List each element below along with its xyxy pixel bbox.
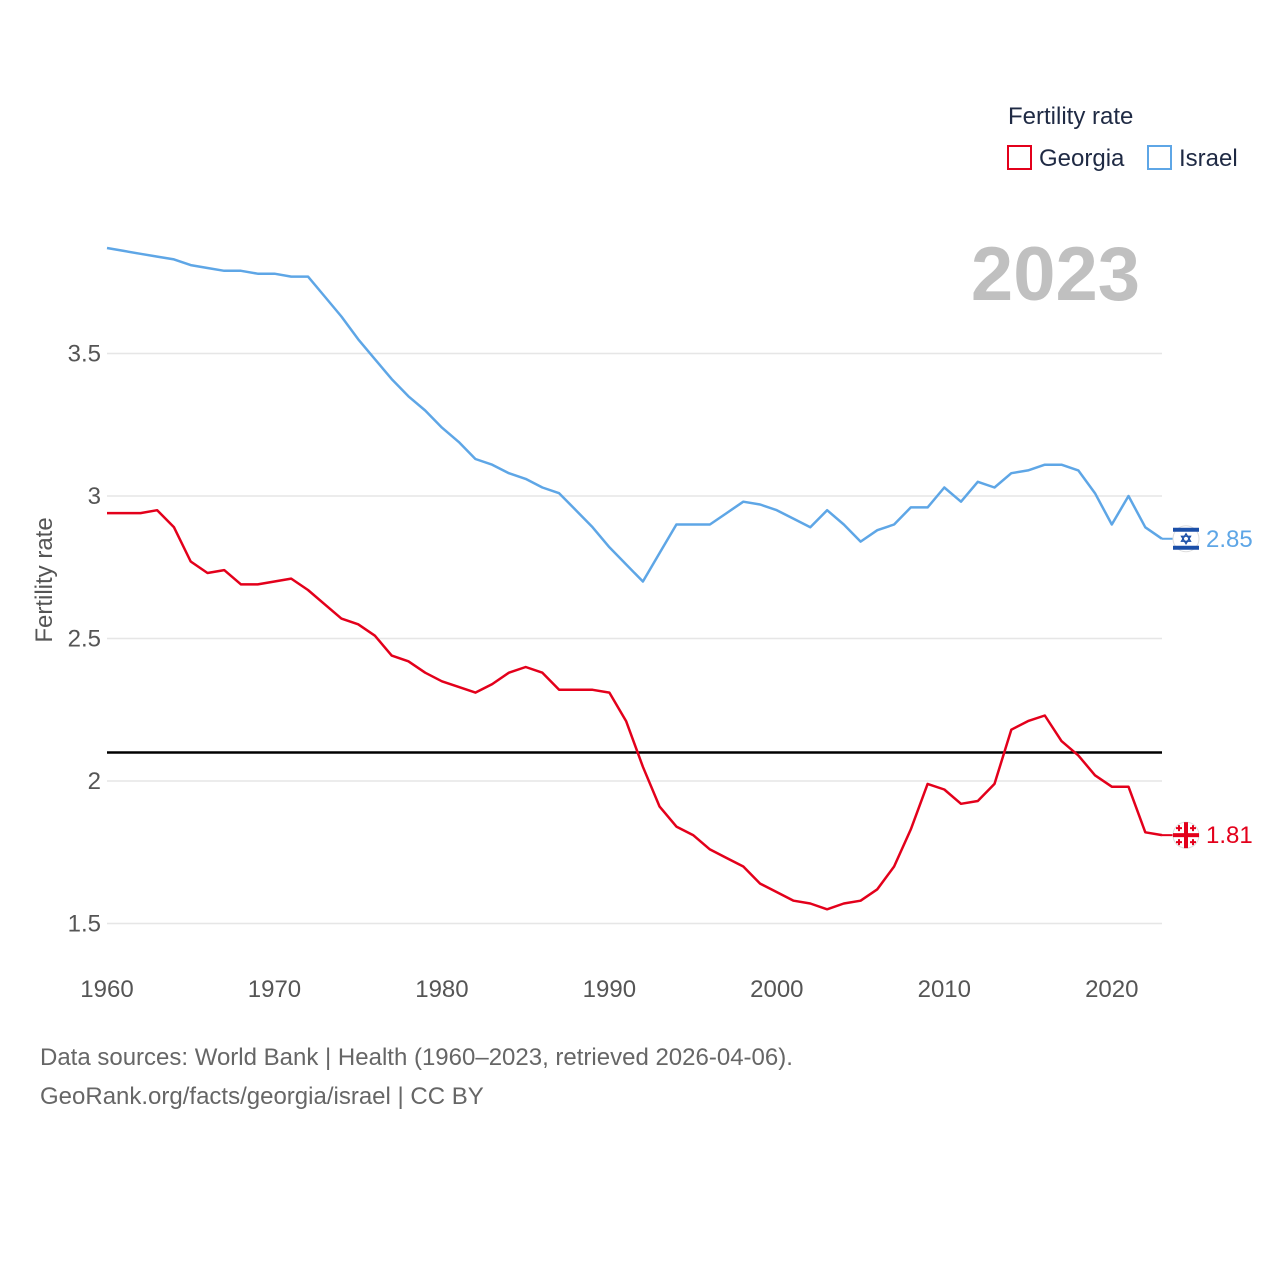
- legend-item-israel[interactable]: Israel: [1147, 145, 1238, 172]
- georgia-flag-icon: [1172, 821, 1200, 849]
- y-axis-ticks: 1.5 2 2.5 3 3.5: [68, 341, 101, 938]
- series-lines: [106, 246, 1163, 911]
- legend-item-georgia[interactable]: Georgia: [1007, 145, 1125, 172]
- x-axis-ticks: 1960 1970 1980 1990 2000 2010 2020: [80, 976, 1138, 1003]
- series-end-markers: 1.81 2.85: [1162, 525, 1253, 849]
- x-tick-label: 1960: [80, 976, 133, 1003]
- year-label: 2023: [971, 232, 1140, 317]
- x-tick-label: 2010: [918, 976, 971, 1003]
- legend-title: Fertility rate: [1008, 103, 1133, 130]
- y-axis-title: Fertility rate: [31, 517, 58, 642]
- end-value-label-georgia: 1.81: [1206, 822, 1253, 849]
- end-value-label-israel: 2.85: [1206, 526, 1253, 553]
- footer-sources: Data sources: World Bank | Health (1960–…: [40, 1044, 793, 1071]
- israel-flag-icon: [1172, 525, 1200, 553]
- footer-credit[interactable]: GeoRank.org/facts/georgia/israel | CC BY: [40, 1083, 484, 1110]
- legend-swatch-georgia: [1007, 145, 1032, 170]
- series-line-georgia[interactable]: [107, 508, 1163, 911]
- x-tick-label: 2020: [1085, 976, 1138, 1003]
- y-tick-label: 2.5: [68, 626, 101, 653]
- legend-label-georgia: Georgia: [1039, 145, 1125, 172]
- y-tick-label: 2: [88, 768, 101, 795]
- y-tick-label: 3.5: [68, 341, 101, 368]
- x-tick-label: 2000: [750, 976, 803, 1003]
- legend-swatch-israel: [1147, 145, 1172, 170]
- y-tick-label: 1.5: [68, 911, 101, 938]
- series-line-israel[interactable]: [106, 246, 1163, 583]
- x-tick-label: 1970: [248, 976, 301, 1003]
- legend-label-israel: Israel: [1179, 145, 1238, 172]
- grid-lines: [107, 352, 1162, 925]
- x-tick-label: 1990: [583, 976, 636, 1003]
- y-tick-label: 3: [88, 483, 101, 510]
- x-tick-label: 1980: [415, 976, 468, 1003]
